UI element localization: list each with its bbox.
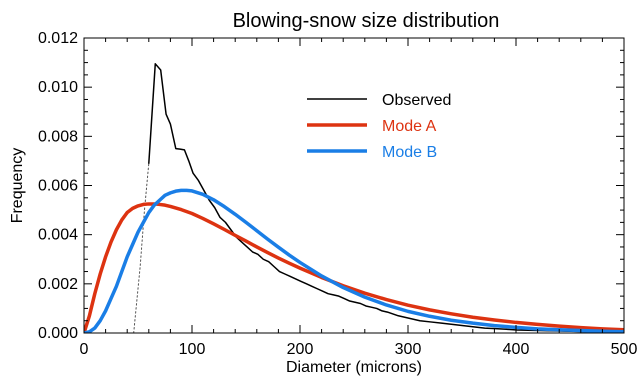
plot-lines: [84, 63, 624, 333]
series-line-mode-a: [84, 202, 624, 333]
axis-ticks: 0 100 200 300 400 500 0.000 0.002 0.004 0.006 0.00…: [38, 30, 637, 358]
legend-label: Observed: [382, 92, 451, 109]
y-tick-label: 0.002: [38, 276, 78, 293]
y-tick-label: 0.010: [38, 79, 78, 96]
legend: Observed Mode A Mode B: [307, 92, 451, 161]
legend-label: Mode B: [382, 144, 437, 161]
chart-title: Blowing-snow size distribution: [233, 10, 500, 32]
y-tick-label: 0.000: [38, 325, 78, 342]
y-tick-label: 0.004: [38, 227, 78, 244]
series-line-extrapolation: [133, 162, 150, 333]
y-tick-label: 0.012: [38, 30, 78, 47]
x-tick-label: 500: [611, 341, 638, 358]
series-line-observed: [148, 63, 624, 333]
x-tick-label: 100: [179, 341, 206, 358]
x-tick-label: 400: [503, 341, 530, 358]
x-tick-label: 200: [287, 341, 314, 358]
series-line-mode-b: [84, 188, 624, 333]
x-axis-title: Diameter (microns): [286, 359, 422, 376]
y-axis-title: Frequency: [9, 148, 26, 224]
x-tick-label: 300: [395, 341, 422, 358]
x-tick-label: 0: [80, 341, 89, 358]
y-tick-label: 0.008: [38, 128, 78, 145]
legend-label: Mode A: [382, 118, 437, 135]
y-tick-label: 0.006: [38, 178, 78, 195]
